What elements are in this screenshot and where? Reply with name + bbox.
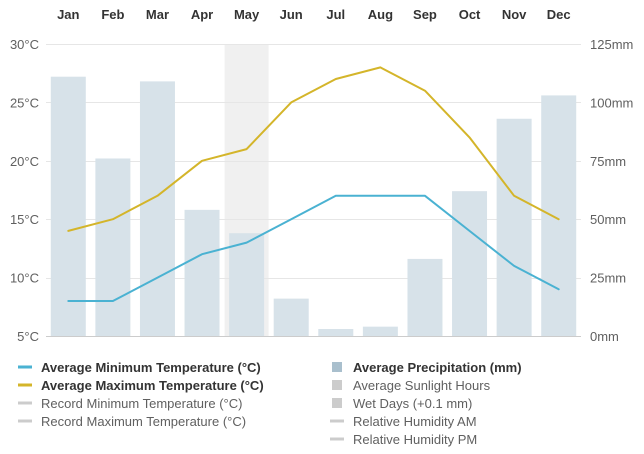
min-temp-line	[67, 194, 560, 302]
left-tick-label: 30°C	[10, 37, 39, 52]
precip-bar	[50, 76, 86, 336]
legend-label: Relative Humidity PM	[353, 432, 477, 447]
left-tick-label: 25°C	[10, 95, 39, 110]
left-tick-label: 10°C	[10, 271, 39, 286]
precip-bar	[541, 95, 577, 336]
month-label: Dec	[547, 7, 571, 22]
precip-bar	[139, 81, 175, 336]
legend-label: Average Precipitation (mm)	[353, 360, 522, 375]
legend-marker-square	[332, 362, 342, 372]
legend: Average Minimum Temperature (°C) Average …	[18, 360, 522, 447]
month-label: Nov	[502, 7, 527, 22]
legend-label: Record Maximum Temperature (°C)	[41, 414, 246, 429]
right-tick-label: 50mm	[590, 212, 626, 227]
precip-bar	[184, 209, 220, 336]
precip-bar	[362, 326, 398, 336]
precip-bar	[229, 233, 265, 336]
right-tick-label: 100mm	[590, 95, 633, 110]
month-label: Jan	[57, 7, 79, 22]
precip-bar	[318, 328, 354, 336]
legend-label: Average Maximum Temperature (°C)	[41, 378, 264, 393]
precip-bar	[95, 158, 131, 336]
left-axis-labels: 5°C 10°C 15°C 20°C 25°C 30°C	[10, 37, 39, 344]
legend-marker-square	[332, 380, 342, 390]
legend-label: Wet Days (+0.1 mm)	[353, 396, 472, 411]
right-axis-labels: 0mm 25mm 50mm 75mm 100mm 125mm	[590, 37, 633, 344]
month-label: Feb	[101, 7, 124, 22]
month-label: Aug	[368, 7, 393, 22]
precip-bar	[452, 191, 488, 336]
left-tick-label: 15°C	[10, 212, 39, 227]
legend-label: Record Minimum Temperature (°C)	[41, 396, 242, 411]
max-temp-line	[67, 66, 560, 232]
month-label: Jul	[326, 7, 345, 22]
month-label: Jun	[280, 7, 303, 22]
month-label: Sep	[413, 7, 437, 22]
legend-marker-square	[332, 398, 342, 408]
legend-label: Average Sunlight Hours	[353, 378, 491, 393]
precip-bar	[407, 258, 443, 336]
precipitation-bars	[50, 76, 577, 336]
precip-bar	[496, 118, 532, 336]
left-tick-label: 5°C	[17, 329, 39, 344]
right-tick-label: 125mm	[590, 37, 633, 52]
month-label: Apr	[191, 7, 213, 22]
gridlines	[46, 44, 581, 337]
temperature-lines	[67, 66, 560, 302]
month-label: May	[234, 7, 260, 22]
month-label: Mar	[146, 7, 169, 22]
legend-label: Average Minimum Temperature (°C)	[41, 360, 261, 375]
precip-bar	[273, 298, 309, 336]
left-tick-label: 20°C	[10, 154, 39, 169]
month-labels: Jan Feb Mar Apr May Jun Jul Aug Sep Oct Nov Dec	[57, 7, 571, 22]
right-tick-label: 0mm	[590, 329, 619, 344]
month-label: Oct	[459, 7, 481, 22]
right-tick-label: 75mm	[590, 154, 626, 169]
right-tick-label: 25mm	[590, 271, 626, 286]
legend-label: Relative Humidity AM	[353, 414, 477, 429]
